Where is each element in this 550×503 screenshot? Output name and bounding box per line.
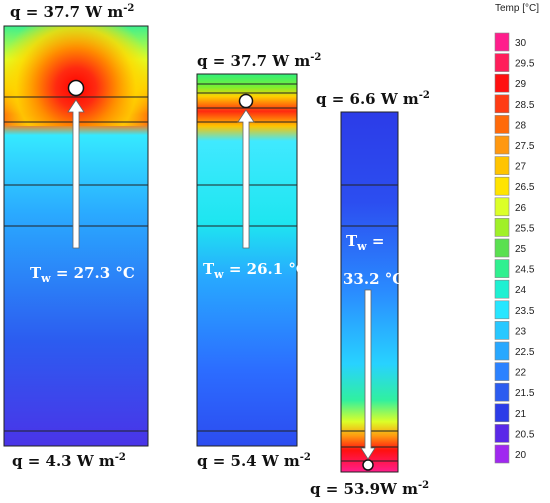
legend-tick-label: 20.5 [515,429,535,440]
panel-1-tw-label: Tw = 27.3 °C [30,264,135,285]
panel-3-bottom-flux: q = 53.9W m-2 [310,480,429,498]
panel-2-top-flux: q = 37.7 W m-2 [197,52,321,70]
legend-swatch [494,73,510,93]
legend-tick-label: 28 [515,120,527,131]
panel-1-pipe-icon [67,79,85,97]
legend-swatch [494,382,510,402]
legend-title: Temp [°C] [495,3,539,14]
panel-3-flow-arrow [360,289,376,460]
legend-swatch [494,197,510,217]
legend-tick-label: 23.5 [515,306,535,317]
legend-tick-label: 23 [515,326,527,337]
legend-tick-label: 21 [515,409,527,420]
panel-2-bottom-flux: q = 5.4 W m-2 [197,452,311,470]
legend-swatch [494,53,510,72]
panel-2: Tw = 26.1 °C [196,73,308,447]
legend-swatch [494,94,510,114]
legend-tick-label: 26.5 [515,182,535,193]
legend-swatch [494,238,510,258]
legend-tick-label: 27.5 [515,141,535,152]
panel-1-flow-arrow [67,99,85,249]
legend-tick-label: 27 [515,162,527,173]
panel-1: Tw = 27.3 °C [3,25,149,447]
panel-3-outline [340,111,399,473]
panel-1-top-flux: q = 37.7 W m-2 [10,3,134,21]
legend-swatch [494,321,510,340]
legend-swatch [494,218,510,237]
panel-1-bottom-flux: q = 4.3 W m-2 [12,452,126,470]
temperature-legend: Temp [°C] 30 29.5 29 28.5 28 27.5 27 26.5 26 25.5… [494,3,539,464]
legend-swatch [494,444,510,464]
panel-3-pipe-icon [362,459,374,471]
panel-3-tw-label: Tw = [346,232,384,253]
legend-swatch [494,115,510,134]
legend-tick-label: 22 [515,368,527,379]
legend-tick-label: 22.5 [515,347,535,358]
legend-swatch [494,300,510,320]
legend-swatch [494,424,510,443]
panel-1-outline [3,25,149,447]
legend-swatch [494,135,510,155]
legend-swatch [494,32,510,52]
legend-tick-label: 30 [515,38,527,49]
legend-tick-label: 28.5 [515,100,535,111]
legend-tick-label: 25 [515,244,527,255]
panel-3-tw-value: 33.2 °C [343,270,404,288]
legend-swatch [494,259,510,278]
panel-2-outline [196,73,298,447]
legend-tick-label: 26 [515,203,527,214]
panel-2-flow-arrow [237,109,255,249]
panel-3-top-flux: q = 6.6 W m-2 [316,90,430,108]
legend-swatch [494,279,510,299]
legend-tick-label: 24 [515,285,527,296]
legend-swatch [494,156,510,175]
legend-tick-label: 20 [515,450,527,461]
panel-2-pipe-icon [238,93,254,109]
legend-tick-label: 29.5 [515,59,535,70]
legend-swatch [494,403,510,423]
legend-tick-label: 29 [515,79,527,90]
panel-3: Tw = 33.2 °C [340,111,404,473]
legend-swatch [494,362,510,381]
panel-2-tw-label: Tw = 26.1 °C [203,260,308,281]
legend-swatch [494,341,510,361]
legend-swatch [494,176,510,196]
legend-tick-label: 24.5 [515,265,535,276]
legend-tick-label: 21.5 [515,388,535,399]
legend-tick-label: 25.5 [515,223,535,234]
